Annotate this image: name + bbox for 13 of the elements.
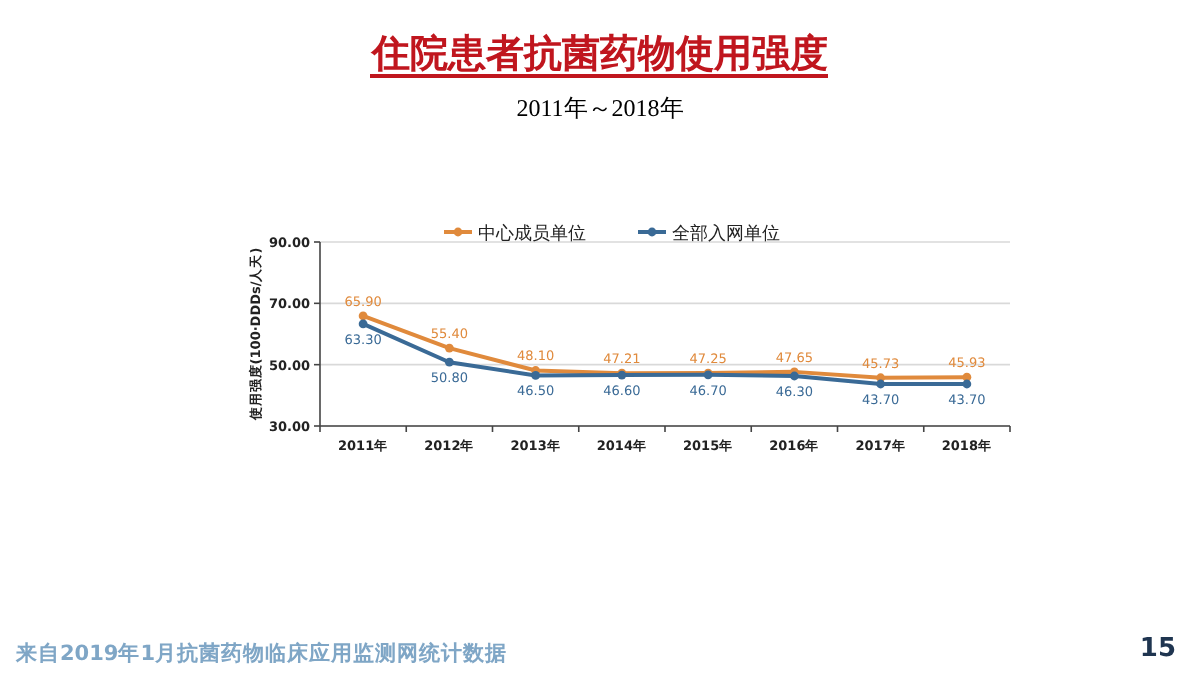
point (531, 371, 541, 380)
point (444, 343, 454, 353)
text: 来自2019年1月抗菌药物临床应用监测网统计数据 (14, 640, 508, 666)
chart-subtitle: 2011年～2018年 (516, 94, 684, 122)
point (444, 357, 454, 367)
legend-label: 全部入网单位 (672, 223, 780, 245)
point (358, 311, 368, 321)
point (876, 379, 886, 389)
text: 15 (1139, 634, 1176, 664)
chart-title: 住院患者抗菌药物使用强度 (370, 32, 828, 76)
point (358, 319, 368, 329)
legend-label: 中心成员单位 (478, 223, 586, 245)
point (962, 379, 972, 389)
